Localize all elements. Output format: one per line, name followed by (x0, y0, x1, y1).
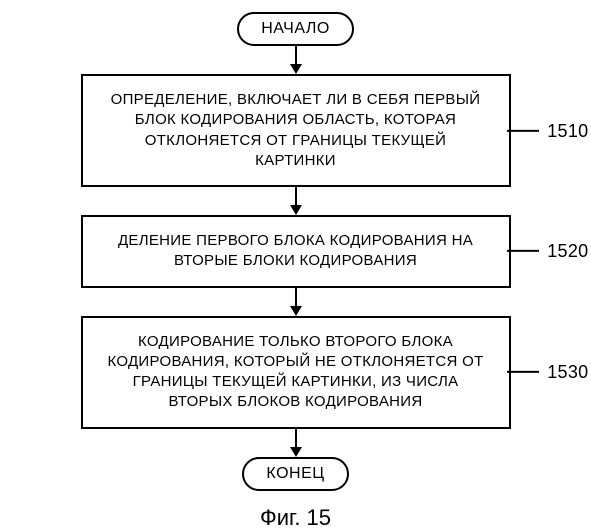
flowchart-container: НАЧАЛО ОПРЕДЕЛЕНИЕ, ВКЛЮЧАЕТ ЛИ В СЕБЯ П… (0, 0, 591, 531)
leader-line (507, 371, 539, 373)
leader-line (507, 129, 539, 131)
arrow-connector (290, 429, 302, 457)
terminal-end: КОНЕЦ (242, 457, 348, 491)
step-id: 1530 (547, 360, 588, 384)
arrow-connector (290, 288, 302, 316)
step-id: 1510 (547, 118, 588, 142)
leader-line (507, 250, 539, 252)
process-step-3: КОДИРОВАНИЕ ТОЛЬКО ВТОРОГО БЛОКА КОДИРОВ… (81, 316, 511, 429)
step-id: 1520 (547, 239, 588, 263)
process-step-1: ОПРЕДЕЛЕНИЕ, ВКЛЮЧАЕТ ЛИ В СЕБЯ ПЕРВЫЙ Б… (81, 74, 511, 187)
step-label: 1520 (507, 239, 588, 263)
arrow-connector (290, 187, 302, 215)
step-text: КОДИРОВАНИЕ ТОЛЬКО ВТОРОГО БЛОКА КОДИРОВ… (107, 333, 483, 411)
terminal-start: НАЧАЛО (237, 12, 354, 46)
step-text: ДЕЛЕНИЕ ПЕРВОГО БЛОКА КОДИРОВАНИЯ НА ВТО… (118, 232, 473, 269)
arrow-connector (290, 46, 302, 74)
step-label: 1530 (507, 360, 588, 384)
process-step-2: ДЕЛЕНИЕ ПЕРВОГО БЛОКА КОДИРОВАНИЯ НА ВТО… (81, 215, 511, 288)
figure-caption: Фиг. 15 (260, 505, 331, 531)
step-text: ОПРЕДЕЛЕНИЕ, ВКЛЮЧАЕТ ЛИ В СЕБЯ ПЕРВЫЙ Б… (111, 91, 481, 169)
step-label: 1510 (507, 118, 588, 142)
